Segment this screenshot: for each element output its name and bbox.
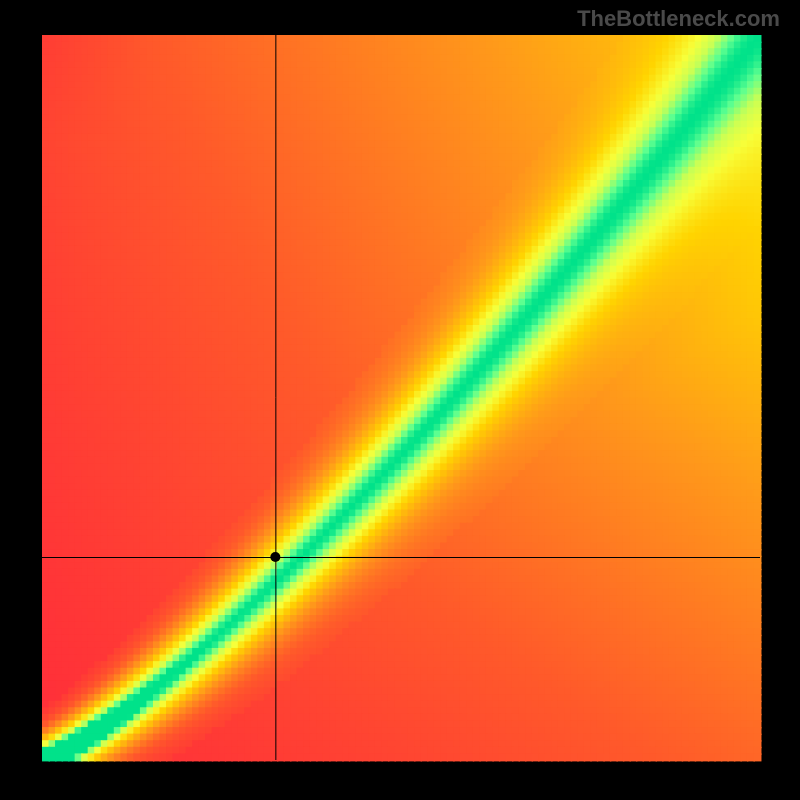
bottleneck-heatmap — [0, 0, 800, 800]
chart-container: { "source": { "watermark_text": "TheBott… — [0, 0, 800, 800]
source-watermark: TheBottleneck.com — [577, 6, 780, 32]
